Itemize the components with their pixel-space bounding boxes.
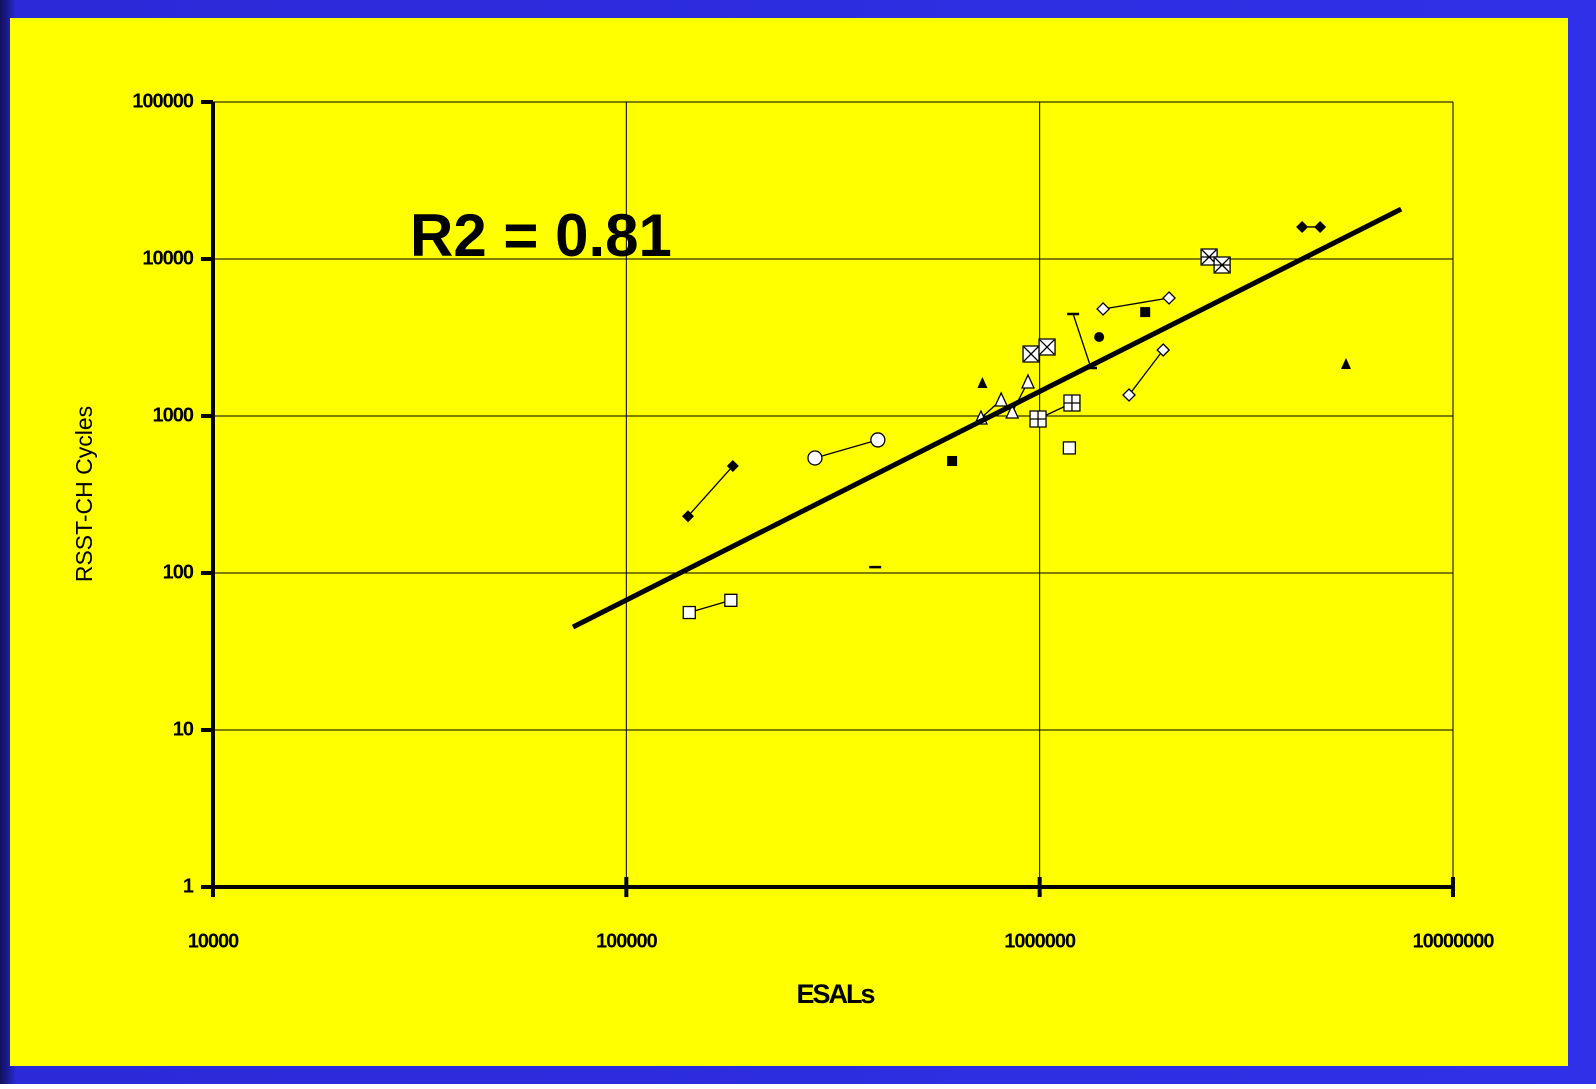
marker (726, 460, 739, 473)
marker (1140, 307, 1151, 318)
connector-line (1072, 313, 1092, 369)
marker (1038, 338, 1056, 356)
x-axis-label: ESALs (796, 979, 874, 1009)
marker (994, 391, 1009, 407)
y-axis-label: RSST-CH Cycles (71, 406, 97, 582)
marker (682, 605, 696, 620)
marker (1062, 441, 1077, 455)
marker (1005, 403, 1020, 419)
y-tick-label: 1 (183, 875, 194, 897)
marker (1314, 220, 1327, 233)
marker (724, 593, 738, 607)
marker (1094, 332, 1105, 343)
trendline (571, 206, 1403, 630)
marker (977, 376, 988, 388)
marker (807, 450, 823, 466)
marker (870, 432, 886, 448)
x-tick-label: 10000000 (1413, 930, 1495, 952)
marker (1020, 373, 1036, 389)
marker (947, 455, 958, 466)
marker (1022, 345, 1040, 363)
y-tick-label: 100000 (132, 90, 194, 112)
marker (1162, 291, 1176, 305)
marker (1122, 388, 1136, 402)
slide-panel (10, 18, 1568, 1066)
connector-line (814, 439, 879, 459)
connector-line (1103, 297, 1170, 310)
x-tick-label: 1000000 (1004, 930, 1076, 952)
y-tick-label: 1000 (153, 404, 194, 426)
x-tick-label: 100000 (596, 930, 658, 952)
marker (1029, 410, 1047, 428)
marker (1156, 343, 1171, 357)
x-tick-label: 10000 (188, 930, 239, 952)
marker (1063, 394, 1081, 412)
connector-line (689, 599, 732, 614)
y-tick-label: 10 (173, 718, 194, 740)
marker (682, 510, 695, 523)
annotation: R2 = 0.81 (410, 202, 672, 269)
marker (1213, 256, 1231, 274)
connector-line (687, 465, 734, 517)
connector-line (1128, 349, 1164, 396)
marker (1296, 220, 1309, 233)
y-tick-label: 10000 (142, 247, 193, 269)
y-tick-label: 100 (163, 561, 194, 583)
marker (1096, 302, 1111, 316)
marker (1341, 357, 1352, 369)
